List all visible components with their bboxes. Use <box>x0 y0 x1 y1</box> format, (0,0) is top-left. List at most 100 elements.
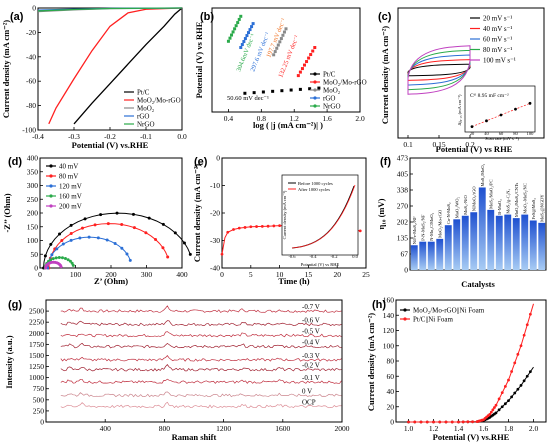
a-ytick-label: -100 <box>22 126 36 135</box>
panel-f-bar <box>470 212 478 270</box>
panel-h-line <box>408 366 534 423</box>
panel-b-point <box>239 46 243 50</box>
panel-h-point <box>425 420 429 424</box>
f-ytick-label: 0 <box>404 266 408 275</box>
panel-e: (e) 0 -10 -20 -30 -40 0 5 10 15 20 25 Before 1000… <box>192 154 370 287</box>
d-xtick-label: 400 <box>176 270 188 279</box>
h-xtick-label: 2.0 <box>529 424 539 433</box>
panel-b-frame <box>211 7 361 113</box>
panel-b-point <box>261 90 265 94</box>
b-legend-label: MoO₂/Mo-rGO <box>323 79 367 87</box>
panel-g-label: (g) <box>8 299 22 311</box>
panel-f-bar <box>436 238 444 270</box>
h-xtick-label: 1.6 <box>479 424 489 433</box>
panel-h-xlabel: Potential (V) vs.RHE <box>433 432 510 442</box>
d-ytick-label: 300 <box>27 181 39 190</box>
d-xtick-label: 0 <box>38 270 42 279</box>
panel-h-point <box>461 420 465 424</box>
panel-h-point <box>503 402 507 406</box>
d-legend-marker <box>49 194 53 198</box>
panel-d-point <box>58 232 62 236</box>
panel-b-point <box>275 46 279 50</box>
b-xtick-label: 2.0 <box>355 114 365 123</box>
panel-e-point <box>249 225 253 229</box>
b-legend-label: rGO <box>323 95 335 103</box>
d-ytick-label: 200 <box>27 209 39 218</box>
panel-f-bar <box>427 241 435 270</box>
b-legend-marker <box>313 88 317 92</box>
g-ytick-label: 2500 <box>29 307 44 316</box>
h-ytick-label: 160 <box>383 296 395 305</box>
panel-g-spectrum-label: -0.3 V <box>302 352 320 360</box>
f-ytick-label: 135 <box>397 234 409 243</box>
panel-h-point <box>516 387 520 391</box>
h-legend-label: Pt/C||Ni Foam <box>413 316 454 324</box>
panel-b-point <box>242 40 246 44</box>
inset-e-curve-after <box>291 184 356 249</box>
panel-g-spectrum-label: -0.6 V <box>302 316 320 324</box>
panel-g-spectrum <box>60 391 342 398</box>
panel-e-point <box>237 226 241 230</box>
inset-c-point <box>485 119 488 123</box>
panel-b-point <box>237 17 241 21</box>
panel-b-point <box>245 34 249 38</box>
panel-d-point <box>60 239 64 243</box>
panel-a: (a) 0 -20 -40 -60 -80 -100 -0.4 -0.3 -0.2 -0.1 0.… <box>1 4 187 151</box>
g-ytick-label: 1750 <box>29 340 44 349</box>
d-legend-label: 160 mV <box>59 193 82 201</box>
panel-b-point <box>246 31 250 35</box>
d-ytick-label: 0 <box>34 264 38 273</box>
inset-c-capacitance: Cᵈˡ 8.95 mF cm⁻² <box>470 93 509 99</box>
panel-d-arc <box>43 212 191 269</box>
panel-g-spectrum <box>60 342 342 349</box>
a-ytick-label: -60 <box>26 77 36 86</box>
e-ytick-label: -40 <box>210 264 220 273</box>
panel-f-label: (f) <box>380 156 391 168</box>
panel-b-point <box>226 39 230 43</box>
a-legend-label: MoO₂/Mo-rGO <box>137 97 181 105</box>
panel-f-bar <box>529 220 537 270</box>
panel-h-point <box>525 323 529 327</box>
panel-g-spectrum <box>60 355 342 362</box>
a-xtick-label: -0.2 <box>104 132 116 141</box>
panel-d-point <box>93 223 97 227</box>
panel-g-ylabel: Intensity (a.u.) <box>4 335 14 388</box>
panel-e-point <box>220 252 224 256</box>
b-legend-label: MoO₂ <box>323 87 341 95</box>
a-legend-label: MoO₂ <box>137 105 155 113</box>
e-xtick-label: 15 <box>305 270 313 279</box>
a-xtick-label: -0.4 <box>32 132 44 141</box>
panel-h-point <box>491 408 495 412</box>
panel-c-cv-loop <box>407 45 471 95</box>
panel-d-point <box>69 232 73 236</box>
panel-h-point <box>507 378 510 382</box>
panel-b: (b) 0.4 0.8 1.2 1.6 2.0 Pt/CMoO₂/Mo-rGOMoO₂r… <box>194 7 367 130</box>
panel-b-point <box>231 30 235 34</box>
panel-b-point <box>307 56 311 60</box>
panel-h-point <box>466 420 470 424</box>
c-xtick-label: 0.1 <box>403 140 413 149</box>
a-xtick-label: -0.1 <box>140 132 152 141</box>
e-ytick-label: -30 <box>210 236 220 245</box>
panel-f-xlabel: Catalysts <box>461 279 495 289</box>
inset-e-xlabel: Potential (V) vs RHE <box>301 262 340 267</box>
panel-h-point <box>500 391 504 395</box>
panel-f-bar-label: FeS@MoS₂ <box>531 198 536 220</box>
panel-h-label: (h) <box>372 299 386 311</box>
panel-d-point <box>120 246 124 250</box>
d-legend-label: 80 mV <box>59 173 78 181</box>
h-ytick-label: 0 <box>390 418 394 427</box>
inset-c-xtick: 100 <box>527 131 535 136</box>
panel-f-bar <box>512 218 520 270</box>
panel-c-frame <box>397 7 545 139</box>
panel-f-bar <box>453 219 461 270</box>
panel-f-bar-label: MoS₂/g-C₃N₄ <box>506 188 511 213</box>
d-legend-label: 120 mV <box>59 183 82 191</box>
panel-d-point <box>154 238 158 242</box>
panel-b-point <box>289 88 293 92</box>
panel-d-point <box>182 241 186 245</box>
panel-d-point <box>105 238 109 242</box>
panel-b-point <box>313 46 317 50</box>
panel-b-point <box>284 27 288 31</box>
panel-f-bar-label: NiFe-MoS₂/NF <box>412 216 417 244</box>
